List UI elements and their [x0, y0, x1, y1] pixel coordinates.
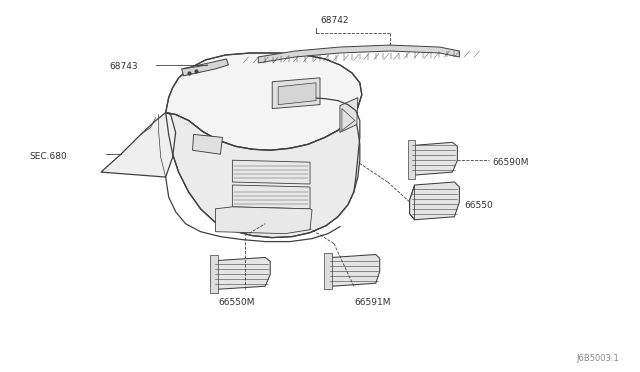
Polygon shape — [211, 256, 218, 293]
Polygon shape — [216, 207, 312, 234]
Text: SEC.680: SEC.680 — [29, 152, 67, 161]
Polygon shape — [410, 142, 458, 175]
Text: 68742: 68742 — [320, 16, 349, 25]
Polygon shape — [408, 140, 415, 179]
Polygon shape — [101, 113, 175, 177]
Text: 66550: 66550 — [465, 201, 493, 210]
Text: 66590M: 66590M — [492, 158, 529, 167]
Polygon shape — [214, 257, 270, 289]
Polygon shape — [259, 45, 460, 63]
Text: 68743: 68743 — [109, 62, 138, 71]
Polygon shape — [340, 98, 358, 132]
Polygon shape — [324, 253, 332, 289]
Text: J6B5003.1: J6B5003.1 — [576, 354, 619, 363]
Polygon shape — [410, 182, 460, 220]
Polygon shape — [328, 254, 380, 286]
Polygon shape — [193, 134, 223, 154]
Polygon shape — [278, 83, 316, 105]
Polygon shape — [166, 113, 360, 238]
Polygon shape — [232, 160, 310, 184]
Polygon shape — [272, 78, 320, 109]
Polygon shape — [182, 59, 228, 76]
Polygon shape — [232, 185, 310, 209]
Text: 66550M: 66550M — [218, 298, 255, 307]
Polygon shape — [166, 53, 362, 150]
Text: 66591M: 66591M — [355, 298, 391, 307]
